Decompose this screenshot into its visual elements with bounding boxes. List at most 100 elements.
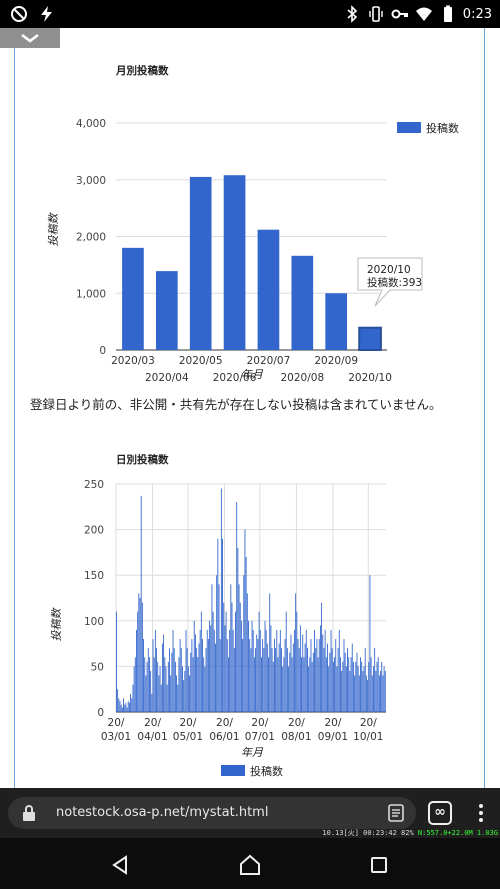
- daily-bar[interactable]: [297, 639, 299, 712]
- daily-bar[interactable]: [347, 648, 348, 712]
- daily-bar[interactable]: [224, 625, 226, 712]
- daily-bar[interactable]: [278, 643, 280, 712]
- daily-bar[interactable]: [330, 629, 332, 712]
- recent-apps-icon[interactable]: [370, 856, 388, 874]
- daily-bar[interactable]: [302, 634, 304, 712]
- back-icon[interactable]: [110, 855, 130, 875]
- daily-bar[interactable]: [170, 675, 172, 712]
- daily-bar[interactable]: [132, 684, 134, 712]
- daily-bar[interactable]: [289, 652, 291, 712]
- daily-bar[interactable]: [197, 657, 199, 712]
- daily-bar[interactable]: [185, 629, 187, 712]
- daily-bar[interactable]: [255, 648, 257, 712]
- daily-bar[interactable]: [345, 666, 347, 712]
- monthly-bar[interactable]: [223, 175, 246, 350]
- daily-bar[interactable]: [215, 643, 216, 712]
- daily-bar[interactable]: [332, 661, 334, 712]
- daily-bar[interactable]: [212, 611, 214, 712]
- daily-bar[interactable]: [336, 666, 338, 712]
- daily-bar[interactable]: [189, 675, 190, 712]
- daily-bar[interactable]: [144, 657, 146, 712]
- daily-bar[interactable]: [154, 629, 156, 712]
- address-bar[interactable]: notestock.osa-p.net/mystat.html: [8, 797, 416, 829]
- daily-bar[interactable]: [205, 648, 207, 712]
- daily-bar[interactable]: [211, 584, 213, 712]
- daily-bar[interactable]: [184, 670, 186, 712]
- daily-bar[interactable]: [140, 495, 142, 712]
- daily-bar[interactable]: [324, 629, 326, 712]
- collapse-button[interactable]: [0, 28, 60, 48]
- daily-bar[interactable]: [376, 661, 378, 712]
- daily-bar[interactable]: [325, 657, 327, 712]
- daily-bar[interactable]: [158, 675, 160, 712]
- daily-bar[interactable]: [357, 666, 359, 712]
- daily-bar[interactable]: [264, 620, 266, 712]
- daily-bar[interactable]: [171, 652, 173, 712]
- daily-bar[interactable]: [301, 657, 302, 712]
- daily-bar[interactable]: [245, 556, 247, 712]
- daily-bar[interactable]: [362, 670, 364, 712]
- daily-bar[interactable]: [191, 639, 193, 712]
- daily-bar[interactable]: [370, 657, 372, 712]
- daily-bar[interactable]: [350, 657, 352, 712]
- daily-bar[interactable]: [276, 629, 278, 712]
- daily-bar[interactable]: [156, 648, 157, 712]
- daily-bar[interactable]: [290, 634, 292, 712]
- daily-bar[interactable]: [310, 639, 312, 712]
- daily-bar[interactable]: [200, 611, 202, 712]
- daily-bar[interactable]: [116, 611, 117, 712]
- daily-bar[interactable]: [282, 666, 284, 712]
- daily-bar[interactable]: [146, 661, 148, 712]
- daily-bar[interactable]: [271, 648, 273, 712]
- daily-bar[interactable]: [337, 648, 339, 712]
- daily-bar[interactable]: [121, 707, 123, 712]
- daily-bar[interactable]: [252, 629, 254, 712]
- daily-bar[interactable]: [275, 648, 277, 712]
- daily-bar[interactable]: [277, 657, 279, 712]
- daily-bar[interactable]: [295, 593, 297, 712]
- daily-bar[interactable]: [253, 657, 255, 712]
- daily-bar[interactable]: [183, 680, 185, 712]
- daily-bar[interactable]: [176, 675, 178, 712]
- daily-bar[interactable]: [369, 575, 371, 712]
- daily-bar[interactable]: [322, 634, 324, 712]
- daily-bar[interactable]: [266, 643, 268, 712]
- daily-bar[interactable]: [281, 648, 282, 712]
- daily-bar[interactable]: [233, 648, 235, 712]
- daily-bar[interactable]: [218, 584, 220, 712]
- daily-bar[interactable]: [216, 575, 218, 712]
- monthly-bar[interactable]: [325, 293, 348, 350]
- daily-bar[interactable]: [259, 629, 261, 712]
- daily-bar[interactable]: [152, 639, 154, 712]
- daily-bar[interactable]: [223, 602, 225, 712]
- daily-bar[interactable]: [164, 657, 166, 712]
- more-menu-icon[interactable]: [478, 803, 484, 823]
- daily-bar[interactable]: [203, 657, 205, 712]
- daily-bar[interactable]: [198, 643, 200, 712]
- daily-bar[interactable]: [217, 538, 219, 712]
- daily-bar[interactable]: [243, 575, 245, 712]
- daily-bar[interactable]: [335, 639, 337, 712]
- daily-bar[interactable]: [186, 648, 188, 712]
- daily-bar[interactable]: [351, 643, 353, 712]
- daily-bar[interactable]: [261, 657, 262, 712]
- daily-bar[interactable]: [169, 648, 170, 712]
- daily-bar[interactable]: [232, 629, 234, 712]
- daily-bar[interactable]: [323, 648, 325, 712]
- reader-mode-icon[interactable]: [388, 804, 404, 822]
- daily-bar[interactable]: [356, 652, 358, 712]
- web-page[interactable]: 月別投稿数 0 1,000 2,000 3,000 4,000 2020/03 2020/…: [0, 28, 500, 788]
- home-icon[interactable]: [239, 854, 261, 876]
- daily-bar[interactable]: [352, 661, 354, 712]
- daily-bar[interactable]: [242, 639, 244, 712]
- daily-bar[interactable]: [187, 666, 189, 712]
- daily-bar[interactable]: [228, 657, 229, 712]
- daily-bar[interactable]: [327, 643, 328, 712]
- daily-bar[interactable]: [130, 693, 132, 712]
- daily-bar[interactable]: [193, 620, 195, 712]
- daily-bar[interactable]: [159, 666, 161, 712]
- daily-bar[interactable]: [196, 648, 198, 712]
- daily-bar[interactable]: [307, 648, 308, 712]
- daily-bar[interactable]: [178, 657, 180, 712]
- daily-bar[interactable]: [344, 652, 346, 712]
